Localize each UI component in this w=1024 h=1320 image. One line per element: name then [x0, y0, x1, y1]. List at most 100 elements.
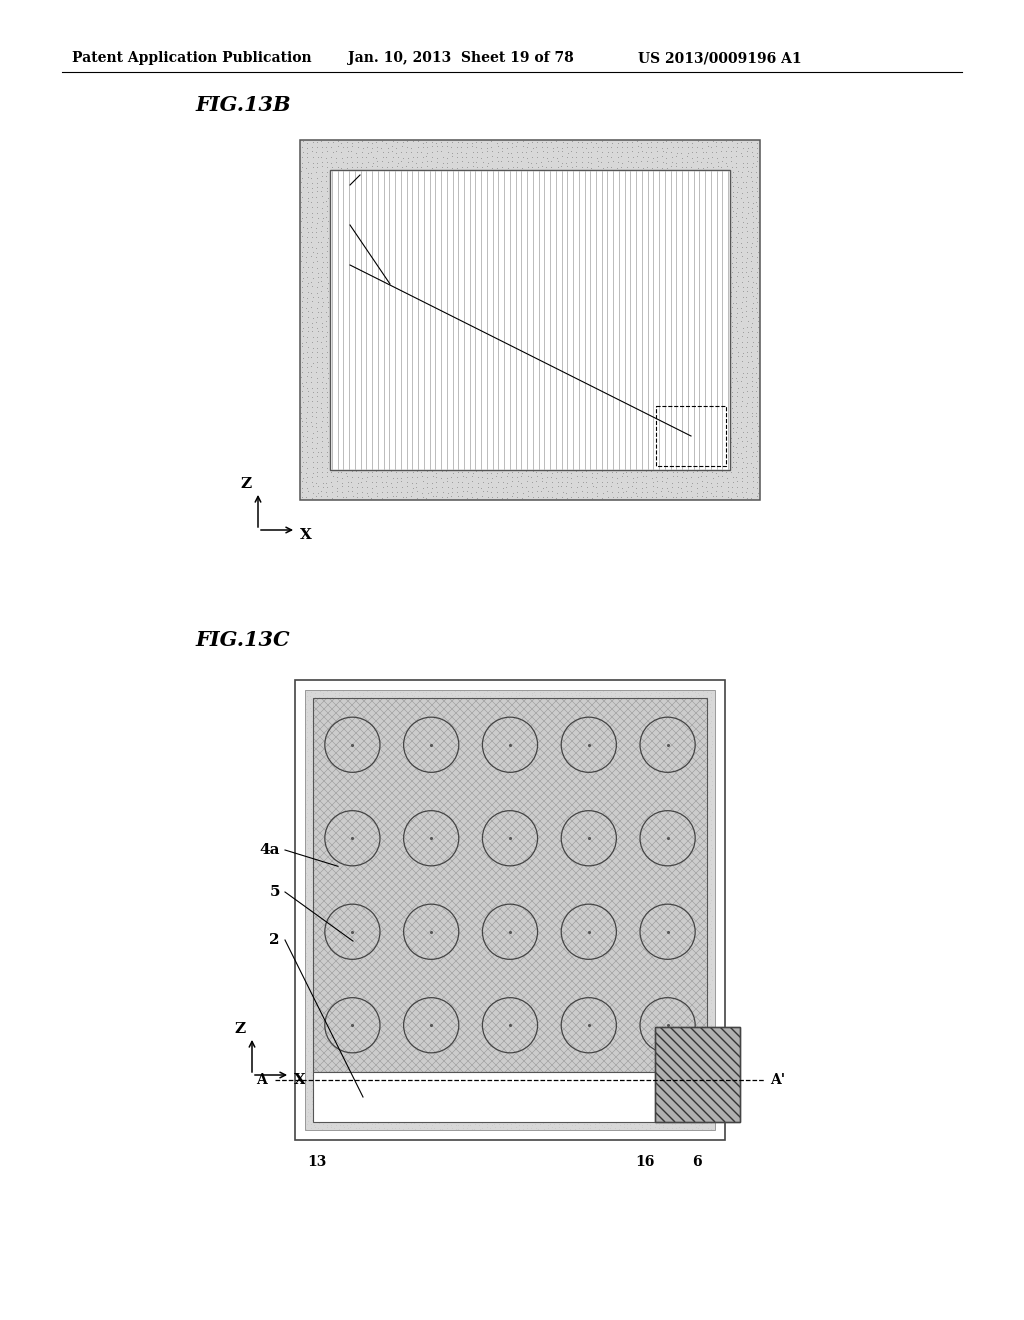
Point: [328, 833, 344, 854]
Point: [636, 997, 652, 1018]
Point: [412, 1049, 428, 1071]
Point: [528, 417, 545, 438]
Point: [455, 797, 471, 818]
Point: [459, 272, 475, 293]
Point: [338, 921, 354, 942]
Point: [510, 775, 526, 796]
Point: [366, 870, 382, 891]
Point: [698, 791, 715, 812]
Point: [379, 352, 395, 374]
Point: [496, 870, 512, 891]
Point: [744, 145, 761, 166]
Point: [648, 442, 665, 463]
Point: [539, 937, 555, 958]
Point: [539, 182, 555, 203]
Point: [507, 768, 523, 789]
Point: [559, 466, 575, 487]
Point: [379, 216, 395, 238]
Point: [340, 335, 356, 356]
Point: [332, 946, 348, 968]
Point: [336, 1018, 352, 1039]
Point: [617, 453, 634, 474]
Point: [536, 1006, 552, 1027]
Point: [364, 939, 380, 960]
Point: [749, 177, 765, 198]
Point: [580, 917, 596, 939]
Point: [438, 148, 455, 169]
Point: [308, 706, 325, 727]
Point: [447, 1016, 464, 1038]
Point: [492, 1059, 508, 1080]
Point: [559, 909, 575, 931]
Point: [588, 182, 604, 203]
Point: [348, 371, 365, 392]
Point: [459, 391, 475, 412]
Point: [364, 137, 380, 158]
Point: [648, 202, 665, 223]
Point: [339, 1057, 355, 1078]
Point: [304, 182, 321, 203]
Point: [415, 870, 431, 891]
Point: [416, 883, 432, 904]
Point: [610, 1026, 627, 1047]
Point: [613, 830, 630, 851]
Point: [300, 152, 316, 173]
Point: [403, 970, 420, 991]
Point: [614, 888, 631, 909]
Point: [663, 1005, 679, 1026]
Point: [393, 191, 410, 213]
Point: [520, 693, 537, 714]
Point: [428, 486, 444, 507]
Point: [300, 890, 316, 911]
Point: [482, 970, 499, 991]
Point: [505, 417, 521, 438]
Point: [527, 750, 544, 771]
Point: [419, 371, 435, 392]
Point: [694, 1118, 711, 1139]
Point: [583, 226, 599, 247]
Point: [383, 834, 399, 855]
Point: [563, 870, 580, 891]
Point: [383, 894, 399, 915]
Point: [618, 426, 635, 447]
Point: [582, 713, 598, 734]
Point: [362, 950, 379, 972]
Point: [651, 779, 668, 800]
Point: [694, 904, 711, 925]
Point: [664, 725, 680, 746]
Point: [431, 1093, 447, 1114]
Point: [450, 830, 466, 851]
Point: [698, 1014, 715, 1035]
Point: [331, 1118, 347, 1139]
Point: [422, 734, 438, 755]
Point: [333, 380, 349, 401]
Point: [486, 1114, 503, 1135]
Point: [599, 376, 615, 397]
Point: [429, 152, 445, 173]
Point: [591, 1061, 607, 1082]
Point: [419, 853, 435, 874]
Point: [588, 884, 604, 906]
Point: [670, 471, 686, 492]
Point: [564, 978, 581, 999]
Point: [502, 1001, 518, 1022]
Point: [528, 407, 545, 428]
Point: [441, 799, 458, 820]
Point: [543, 156, 559, 177]
Point: [303, 141, 319, 162]
Point: [667, 746, 683, 767]
Point: [458, 466, 474, 487]
Point: [424, 326, 440, 347]
Point: [701, 1005, 718, 1026]
Point: [626, 1078, 642, 1100]
Point: [689, 261, 706, 282]
Point: [658, 892, 675, 913]
Point: [394, 861, 411, 882]
Point: [606, 774, 623, 795]
Point: [579, 292, 595, 313]
Point: [530, 801, 547, 822]
Point: [587, 977, 603, 998]
Point: [651, 1018, 668, 1039]
Point: [676, 701, 692, 722]
Point: [390, 1045, 407, 1067]
